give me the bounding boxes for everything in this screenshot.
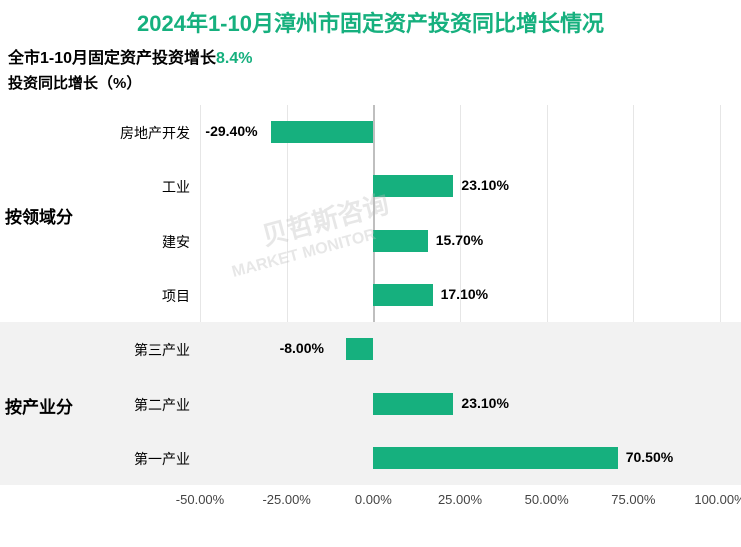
group-label: 按产业分 xyxy=(5,393,73,418)
bar xyxy=(373,393,453,415)
bar xyxy=(373,230,427,252)
x-tick-label: 0.00% xyxy=(355,492,392,507)
value-label: -8.00% xyxy=(280,340,324,356)
value-label: -29.40% xyxy=(205,123,257,139)
chart-title: 2024年1-10月漳州市固定资产投资同比增长情况 xyxy=(0,0,741,38)
category-label: 第二产业 xyxy=(100,395,190,415)
bar xyxy=(346,338,374,360)
category-label: 房地产开发 xyxy=(100,123,190,143)
value-label: 23.10% xyxy=(461,395,508,411)
category-label: 第一产业 xyxy=(100,449,190,469)
bar xyxy=(373,447,617,469)
value-label: 70.50% xyxy=(626,449,673,465)
bar xyxy=(271,121,373,143)
value-label: 17.10% xyxy=(441,286,488,302)
category-label: 建安 xyxy=(100,232,190,252)
bar xyxy=(373,175,453,197)
x-tick-label: 75.00% xyxy=(611,492,655,507)
x-tick-label: 50.00% xyxy=(525,492,569,507)
category-label: 项目 xyxy=(100,286,190,306)
x-tick-label: 100.00% xyxy=(694,492,741,507)
x-tick-label: -50.00% xyxy=(176,492,224,507)
group-label: 按领域分 xyxy=(5,203,73,228)
chart-area: -50.00% -25.00% 0.00% 25.00% 50.00% 75.00% 100… xyxy=(0,95,741,535)
category-label: 工业 xyxy=(100,177,190,197)
value-label: 23.10% xyxy=(461,177,508,193)
category-label: 第三产业 xyxy=(100,340,190,360)
subtitle-prefix: 全市1-10月固定资产投资增长 xyxy=(8,50,216,67)
chart-subtitle: 全市1-10月固定资产投资增长8.4% xyxy=(0,44,741,68)
y-axis-label: 投资同比增长（%） xyxy=(0,72,741,93)
x-tick-label: 25.00% xyxy=(438,492,482,507)
x-tick-label: -25.00% xyxy=(262,492,310,507)
plot-region: -50.00%-25.00%0.00%25.00%50.00%75.00%100… xyxy=(200,105,720,485)
subtitle-value: 8.4% xyxy=(216,50,252,67)
bar xyxy=(373,284,432,306)
value-label: 15.70% xyxy=(436,232,483,248)
